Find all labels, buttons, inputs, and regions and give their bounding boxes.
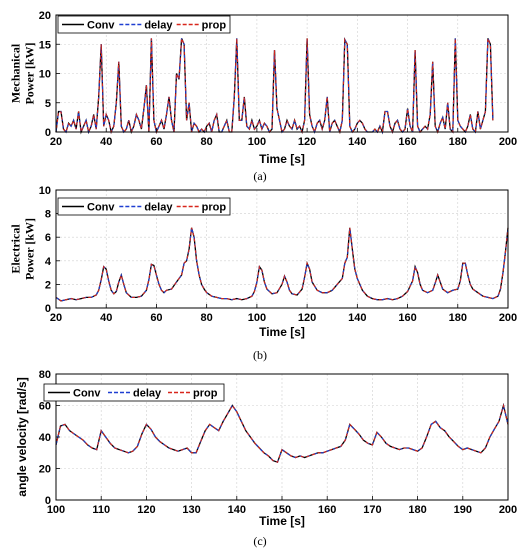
x-tick-label: 200 <box>499 312 517 324</box>
y-tick-label: 6 <box>45 232 51 244</box>
y-tick-label: 15 <box>39 39 51 51</box>
x-tick-label: 200 <box>499 136 517 148</box>
x-axis-label: Time [s] <box>259 514 305 528</box>
y-tick-label: 60 <box>39 401 51 413</box>
y-axis-label: ElectricalPower [kW] <box>9 218 37 280</box>
y-tick-label: 20 <box>39 10 51 22</box>
legend-box <box>57 15 231 34</box>
legend-label-delay: delay <box>133 388 162 400</box>
legend-label-delay: delay <box>144 202 173 214</box>
x-tick-label: 160 <box>318 504 336 516</box>
legend-label-conv: Conv <box>73 388 101 400</box>
x-tick-label: 110 <box>92 504 110 516</box>
series-line-prop <box>55 403 509 463</box>
y-axis-label: MechanicalPower [kW] <box>9 42 37 104</box>
legend-label-delay: delay <box>144 20 173 32</box>
x-axis-label: Time [s] <box>259 152 305 166</box>
x-tick-label: 100 <box>248 136 266 148</box>
axes-frame <box>55 189 509 309</box>
x-tick-label: 60 <box>150 312 162 324</box>
x-tick-label: 40 <box>100 136 112 148</box>
legend: Conv delay prop <box>57 15 231 34</box>
y-tick-label: 10 <box>39 69 51 81</box>
x-tick-label: 100 <box>47 504 65 516</box>
y-tick-label: 10 <box>39 185 51 197</box>
y-tick-label: 4 <box>45 256 52 268</box>
legend-label-prop: prop <box>193 388 218 400</box>
legend: Conv delay prop <box>57 197 231 216</box>
y-axis-label-line: Electrical <box>9 224 23 274</box>
x-tick-label: 180 <box>408 504 426 516</box>
y-tick-label: 80 <box>39 369 51 381</box>
chart-panel-2: 100 110 120 130 140 150 160 170 180 190 200 0 20 40 60… <box>15 369 517 548</box>
legend-box <box>43 383 225 402</box>
y-axis-label-line: Power [kW] <box>22 218 36 280</box>
x-tick-label: 60 <box>150 136 162 148</box>
legend-box <box>57 197 231 216</box>
y-tick-label: 2 <box>45 279 51 291</box>
x-tick-label: 140 <box>348 136 366 148</box>
x-tick-label: 120 <box>298 136 316 148</box>
x-tick-label: 190 <box>454 504 472 516</box>
chart-panel-0: 20 40 60 80 100 120 140 160 180 200 0 5 10 15 20 Time [… <box>9 10 518 183</box>
chart-panel-1: 20 40 60 80 100 120 140 160 180 200 0 2 4 6 8 10 Time [s… <box>9 185 518 362</box>
y-tick-label: 0 <box>45 303 51 315</box>
series-line-delay <box>55 37 494 135</box>
x-tick-label: 20 <box>50 136 62 148</box>
x-tick-label: 100 <box>248 312 266 324</box>
legend-label-prop: prop <box>202 202 227 214</box>
x-tick-label: 140 <box>228 504 246 516</box>
x-tick-label: 140 <box>348 312 366 324</box>
legend-label-conv: Conv <box>87 202 115 214</box>
x-tick-label: 180 <box>449 312 467 324</box>
y-tick-label: 40 <box>39 432 51 444</box>
x-tick-label: 20 <box>50 312 62 324</box>
x-tick-label: 160 <box>398 136 416 148</box>
x-tick-label: 160 <box>398 312 416 324</box>
series-line-prop <box>55 227 509 302</box>
y-axis-label: angle velocity [rad/s] <box>15 377 29 496</box>
x-tick-label: 120 <box>137 504 155 516</box>
x-tick-label: 120 <box>298 312 316 324</box>
x-tick-label: 80 <box>201 312 213 324</box>
legend-label-prop: prop <box>202 20 227 32</box>
y-tick-label: 8 <box>45 209 51 221</box>
x-tick-label: 180 <box>449 136 467 148</box>
y-axis-label-line: angle velocity [rad/s] <box>15 377 29 496</box>
panel-caption: (b) <box>253 348 267 362</box>
x-axis-label: Time [s] <box>259 325 305 339</box>
y-tick-label: 20 <box>39 464 51 476</box>
x-tick-label: 150 <box>273 504 291 516</box>
y-axis-label-line: Mechanical <box>9 43 23 103</box>
panel-caption: (c) <box>253 534 266 548</box>
legend-label-conv: Conv <box>87 20 115 32</box>
x-tick-label: 130 <box>182 504 200 516</box>
legend: Conv delay prop <box>43 383 225 402</box>
y-tick-label: 0 <box>45 495 51 507</box>
y-axis-label-line: Power [kW] <box>22 42 36 104</box>
x-tick-label: 40 <box>100 312 112 324</box>
panel-caption: (a) <box>253 169 266 183</box>
x-tick-label: 200 <box>499 504 517 516</box>
x-tick-label: 80 <box>201 136 213 148</box>
x-tick-label: 170 <box>363 504 381 516</box>
y-tick-label: 5 <box>45 98 51 110</box>
y-tick-label: 0 <box>45 127 51 139</box>
